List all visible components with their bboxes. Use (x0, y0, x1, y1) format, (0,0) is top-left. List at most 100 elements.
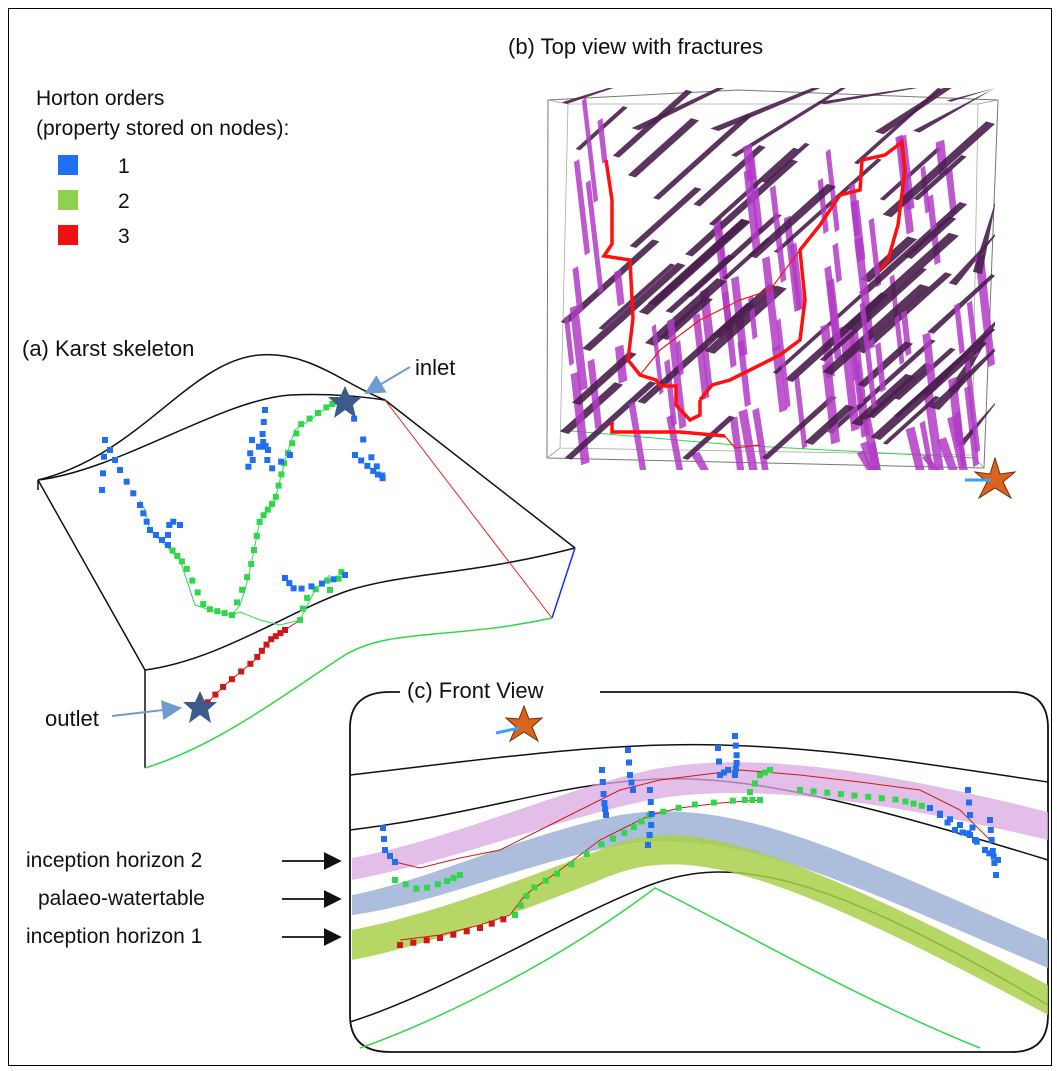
legend-swatch-order-1 (58, 155, 78, 175)
fracture (644, 278, 727, 346)
skeleton-node (262, 443, 269, 449)
front-view-node (989, 848, 996, 854)
front-view-node (851, 792, 858, 799)
skeleton-node (360, 436, 367, 443)
skeleton-node (324, 577, 331, 584)
front-view-node (600, 791, 607, 797)
front-view-node (621, 829, 628, 836)
skeleton-node (262, 407, 268, 413)
fracture (581, 97, 599, 204)
front-view-node (892, 796, 899, 803)
front-view-node (902, 798, 909, 805)
skeleton-node (238, 668, 245, 675)
fracture (927, 273, 995, 334)
skeleton-node (298, 421, 305, 428)
skeleton-node (212, 691, 219, 698)
skeleton-node (264, 457, 271, 463)
fracture (875, 342, 886, 393)
fracture (569, 304, 588, 392)
skeleton-node (330, 576, 337, 583)
fracture (922, 332, 937, 393)
fracture (631, 88, 725, 131)
skeleton-node (269, 501, 275, 507)
front-view-node (645, 842, 651, 848)
fracture (854, 236, 875, 350)
skeleton-node (247, 660, 254, 667)
skeleton-node (123, 478, 130, 485)
skeleton-node (289, 440, 296, 447)
fracture (560, 382, 624, 434)
front-view-node (647, 799, 654, 805)
panel-b-title: (b) Top view with fractures (508, 34, 764, 59)
skeleton-node (323, 404, 330, 411)
front-view-node (402, 881, 409, 888)
skeleton-node (293, 430, 300, 437)
skeleton-node (221, 610, 228, 617)
front-view-node (413, 885, 420, 892)
front-view-node (918, 802, 925, 809)
front-view-node (598, 841, 605, 848)
skeleton-node (159, 537, 165, 543)
legend-label-order-1: 1 (118, 155, 130, 178)
front-view-node (599, 779, 606, 785)
outlet-star-icon (183, 691, 217, 723)
front-view-node (647, 787, 653, 793)
fracture (924, 392, 944, 470)
fracture (612, 89, 693, 158)
skeleton-node (318, 580, 325, 587)
fracture (560, 239, 660, 325)
front-view-node (988, 837, 995, 843)
fracture (862, 417, 881, 470)
skeleton-node (147, 527, 153, 533)
inlet-arrow (364, 366, 411, 395)
fracture (912, 155, 967, 201)
front-view-node (986, 850, 993, 857)
front-view-node (517, 902, 524, 909)
legend-swatch-order-2 (58, 190, 78, 210)
skeleton-node (178, 558, 185, 565)
skeleton-node (308, 583, 315, 590)
front-view-node (444, 878, 451, 884)
fracture (651, 323, 664, 395)
front-view-node (410, 939, 417, 946)
fracture (710, 88, 821, 131)
panel-a-title: (a) Karst skeleton (22, 336, 195, 361)
fracture (743, 168, 761, 252)
front-view-node (627, 772, 633, 778)
panel-b-star-icon (965, 456, 1017, 500)
skeleton-node (101, 453, 107, 460)
skeleton-node (259, 431, 266, 437)
skeleton-node (260, 512, 267, 519)
panel-c-star-icon (495, 704, 544, 743)
figure-frame (8, 8, 1052, 1066)
skeleton-node (200, 601, 207, 608)
skeleton-node (306, 415, 313, 422)
front-view-node (397, 942, 403, 948)
skeleton-node (228, 676, 235, 683)
skeleton-node (165, 542, 171, 548)
legend-swatch-order-3 (58, 225, 78, 245)
front-view-node (725, 767, 731, 773)
legend-title-line2: (property stored on nodes): (36, 117, 290, 140)
fracture (690, 451, 709, 470)
skeleton-node (278, 471, 285, 478)
horizon-label-2: inception horizon 2 (26, 849, 203, 872)
front-view-node (626, 759, 632, 766)
front-view-node (488, 920, 495, 927)
skeleton-node (189, 577, 196, 584)
skeleton-node (315, 410, 321, 416)
front-view-node (967, 812, 973, 818)
front-view-node (423, 937, 430, 944)
front-view-node (691, 801, 698, 808)
panel-c-frame (349, 691, 1049, 1053)
fracture (851, 373, 916, 427)
fracture (638, 219, 751, 315)
fracture (666, 414, 683, 470)
skeleton-node (169, 547, 176, 554)
fracture (843, 232, 959, 331)
skeleton-node (206, 606, 213, 613)
skeleton-node (268, 636, 275, 643)
fracture (772, 345, 788, 413)
skeleton-node (358, 457, 365, 464)
skeleton-node (214, 608, 221, 615)
